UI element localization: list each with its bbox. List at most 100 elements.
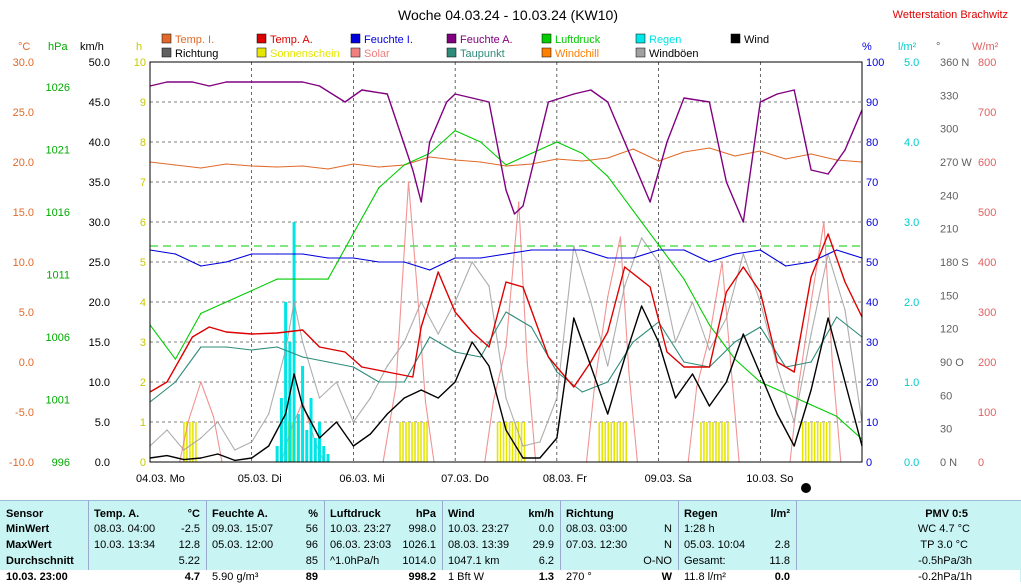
point-luftdruck [759,381,761,383]
sun-tick-label: 2 [140,377,146,389]
legend-label-sonnenschein: Sonnenschein [270,48,340,60]
stats-header-pmv: PMV 0:5 [925,508,968,520]
point-wind [522,457,524,459]
solar-tick-label: 600 [978,157,996,169]
point-wind [217,453,219,455]
stats-direction-degrees: 270 ° [566,571,592,583]
stats-wind-distance: 1047.1 km [448,555,500,567]
point-feuchte_i [810,261,812,263]
wind-tick-label: 5.0 [95,417,110,429]
point-luftdruck [683,278,685,280]
point-wind [488,365,490,367]
stats-rain-total-label: Gesamt: [684,555,726,567]
temp-tick-label: 15.0 [13,207,34,219]
stats-temp-current: 4.7 [184,571,200,583]
point-wind [607,413,609,415]
legend-label-luftdruck: Luftdruck [555,34,601,46]
point-temp_a [386,371,388,373]
point-feuchte_a [505,189,507,191]
point-temp_a [590,361,592,363]
point-wind [691,373,694,375]
point-feuchte_a [454,93,456,95]
wind-tick-label: 15.0 [89,337,110,349]
point-windboeen [590,301,592,303]
sun-tick-label: 7 [140,177,146,189]
point-taupunkt [429,336,431,338]
point-temp_a [683,366,685,368]
sun-tick-label: 8 [140,137,146,149]
point-taupunkt [454,351,456,353]
stats-unit-rain: l/m² [770,508,790,520]
point-windboeen [793,421,795,423]
point-taupunkt [556,371,558,373]
point-wind [539,457,541,459]
point-luftdruck [225,301,227,303]
point-temp_i [479,161,482,163]
point-solar [607,296,609,298]
point-feuchte_a [810,169,812,171]
stats-rain-max: 2.8 [774,539,790,551]
point-windboeen [742,253,744,255]
point-feuchte_a [386,93,388,95]
pressure-tick-label: 1011 [46,270,70,282]
wind-tick-label: 25.0 [89,257,110,269]
point-feuchte_a [488,101,490,103]
point-solar [594,381,596,383]
rain-tick-label: 2.0 [904,297,919,309]
wind-tick-label: 30.0 [89,217,110,229]
point-feuchte_i [683,249,685,251]
point-luftdruck [530,152,533,155]
rain-tick-label: 3.0 [904,217,919,229]
point-temp_a [412,376,414,378]
stats-rain-current: 0.0 [774,571,790,583]
point-wind [293,373,295,375]
point-temp_i [327,168,329,170]
point-feuchte_i [276,253,278,255]
point-wind [251,457,253,459]
point-temp_i [657,160,660,162]
sun-tick-label: 0 [140,457,146,469]
point-windboeen [293,301,295,303]
point-feuchte_a [166,81,168,83]
point-temp_a [776,361,778,363]
stats-temp-avg: 5.22 [178,555,200,567]
point-luftdruck [251,289,253,292]
direction-tick-label: 30 [940,424,952,436]
solar-tick-label: 800 [978,57,996,69]
point-taupunkt [225,346,227,348]
point-feuchte_i [174,253,177,255]
legend-label-richtung: Richtung [175,48,218,60]
stats-humidity-min: 56 [305,523,318,535]
point-feuchte_i [835,249,838,251]
point-temp_a [742,266,744,268]
point-wind [556,437,558,439]
wind-tick-label: 10.0 [89,377,110,389]
legend-label-solar: Solar [364,48,390,60]
point-luftdruck [657,244,660,246]
stats-humidity-current: 89 [305,571,318,583]
point-temp_i [785,158,787,160]
point-windboeen [657,261,660,263]
point-temp_a [191,336,193,338]
point-wind [301,405,304,407]
point-windboeen [420,301,422,303]
stats-col-pressure: Luftdruck hPa 10.03. 23:27 998.0 06.03. 23… [324,501,443,585]
point-temp_i [607,157,609,159]
axis-units: °C hPa km/h h % l/m² ° W/m² [18,41,999,53]
point-wind [437,397,439,399]
rain-tick-label: 5.0 [904,57,919,69]
stats-direction-current: W [661,571,672,583]
point-windboeen [268,413,270,415]
point-windboeen [725,317,727,319]
stats-temp-max-date: 10.03. 13:34 [94,539,156,551]
point-temp_i [276,166,278,168]
point-wind [793,445,795,447]
point-feuchte_i [225,261,227,263]
direction-tick-label: 240 [940,190,958,202]
point-windboeen [301,341,304,343]
point-temp_i [174,164,177,166]
point-feuchte_a [666,141,668,143]
stats-pmv-trend1h: -0.2hPa/1h [918,571,972,583]
weather-chart: Woche 04.03.24 - 10.03.24 (KW10) Wetters… [9,7,1008,493]
point-feuchte_a [225,81,227,83]
